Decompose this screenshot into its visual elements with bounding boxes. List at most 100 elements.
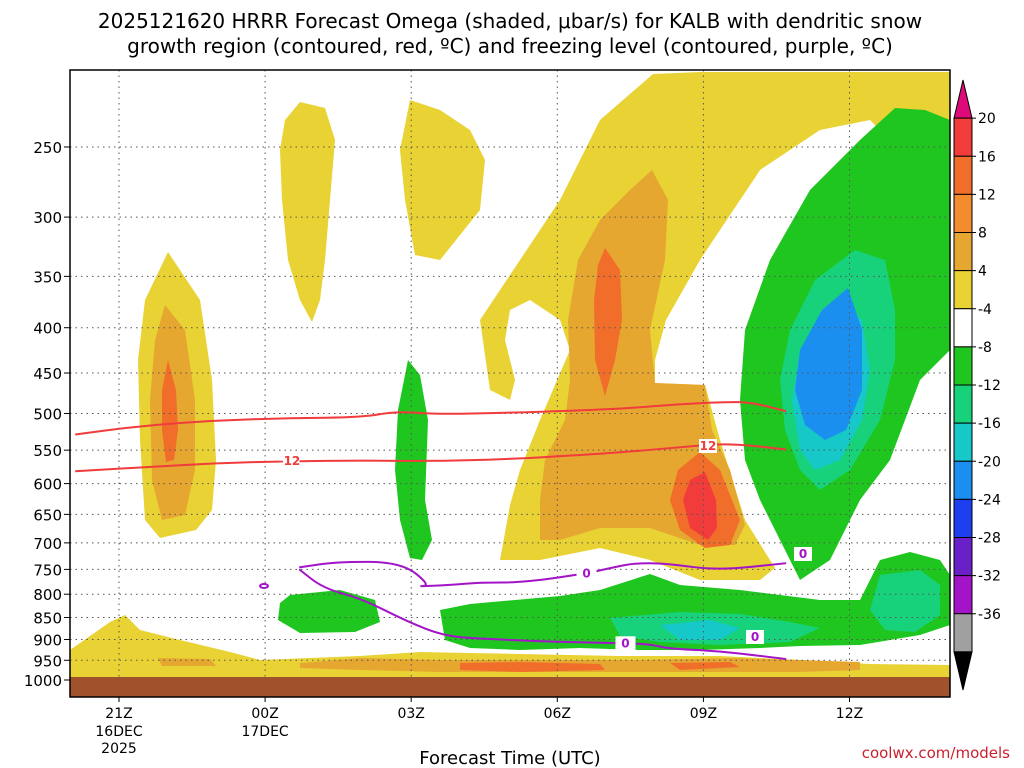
colorbar-label: 16: [978, 149, 996, 165]
colorbar-label: -20: [978, 454, 1001, 470]
omega-area-4-upper-right: [740, 72, 950, 200]
colorbar-label: -4: [978, 302, 992, 318]
plot-area: -12 0 0 12 0 0: [70, 70, 950, 697]
credit-text: coolwx.com/models: [862, 744, 1010, 762]
colorbar-segment: [953, 193, 973, 233]
y-tick-label: 400: [33, 320, 62, 338]
colorbar-label: 8: [978, 226, 987, 242]
colorbar-segment: [953, 384, 973, 424]
y-tick-label: 800: [33, 586, 62, 604]
colorbar-segment: [953, 346, 973, 386]
colorbar-segment: [953, 498, 973, 538]
omega-area-12-sfc2: [670, 662, 740, 670]
contour-label-bg: [615, 636, 636, 651]
plot-frame: [69, 69, 951, 698]
colorbar-label: -8: [978, 340, 992, 356]
contour-label-bg: [746, 630, 764, 644]
x-tick-label: 03Z: [397, 706, 424, 722]
x-axis-label: Forecast Time (UTC): [419, 748, 600, 768]
colorbar-segment: [953, 613, 973, 653]
y-tick-label: 700: [33, 535, 62, 553]
colorbar-segment: [953, 155, 973, 195]
contour-label-bg: [576, 566, 597, 581]
contour-line-0: [75, 401, 787, 436]
colorbar-label: -28: [978, 531, 1001, 547]
colorbar-label: -36: [978, 607, 1001, 623]
colorbar: 20 16 12 8 4 -4 -8 -12 -16 -20 -24 -28 -32 -36: [953, 79, 1001, 691]
y-tick-label: 300: [33, 209, 62, 227]
contour-line-2: [299, 560, 787, 588]
colorbar-segment: [953, 537, 973, 577]
y-tick-label: 250: [33, 139, 62, 157]
y-tick-label: 900: [33, 631, 62, 649]
omega-area-neg4-01z: [278, 590, 380, 633]
contour-label: 0: [751, 630, 759, 644]
omega-area-4-col00z: [280, 102, 335, 322]
x-tick-label: 09Z: [690, 706, 717, 722]
colorbar-label: -16: [978, 416, 1001, 432]
colorbar-label: -32: [978, 569, 1001, 585]
x-tick-sublabel-year: 2025: [101, 741, 137, 757]
contour-lines: -12 0 0 12 0 0: [75, 401, 812, 661]
colorbar-label: 12: [978, 187, 996, 203]
colorbar-bottom-triangle: [953, 651, 973, 691]
colorbar-label: -24: [978, 492, 1001, 508]
colorbar-segment: [953, 460, 973, 500]
y-tick-label: 550: [33, 442, 62, 460]
x-tick-label: 21Z: [105, 706, 132, 722]
contour-label: 12: [700, 439, 717, 453]
omega-area-neg16-right: [795, 288, 862, 440]
colorbar-segment: [953, 575, 973, 615]
omega-area-8-sfc-left: [158, 658, 216, 666]
colorbar-segment: [953, 422, 973, 462]
contour-label: 0: [621, 636, 629, 650]
contour-line-3: [298, 568, 787, 661]
x-tick-label: 00Z: [251, 706, 278, 722]
freezing-level-small-closed-contour: [259, 583, 269, 589]
omega-shading-positive: [70, 72, 950, 680]
x-tick-sublabel-date: 17DEC: [241, 724, 288, 740]
omega-area-12-22z: [162, 360, 178, 462]
x-tick-label: 06Z: [544, 706, 571, 722]
omega-area-neg12-low: [660, 620, 740, 640]
contour-label: 0: [582, 566, 590, 580]
y-tick-label: 650: [33, 506, 62, 524]
omega-shading-negative: [278, 108, 950, 650]
chart-title-line2: growth region (contoured, red, ºC) and f…: [127, 34, 893, 58]
y-tick-label: 850: [33, 610, 62, 628]
y-tick-label: 450: [33, 365, 62, 383]
contour-label-bg: [794, 547, 812, 561]
x-tick-sublabel-date: 16DEC: [95, 724, 142, 740]
colorbar-label: 4: [978, 264, 987, 280]
y-tick-label: 750: [33, 561, 62, 579]
contour-label: 0: [799, 547, 807, 561]
omega-area-16-09z: [683, 472, 717, 540]
y-tick-label: 600: [33, 476, 62, 494]
colorbar-segment: [953, 232, 973, 272]
contour-label: -12: [279, 454, 301, 468]
omega-area-neg8-low-right: [870, 570, 940, 632]
contour-label-bg: [279, 454, 300, 469]
y-tick-label: 950: [33, 652, 62, 670]
colorbar-label: 20: [978, 111, 996, 127]
ground-terrain: [70, 677, 950, 697]
y-tick-label: 350: [33, 268, 62, 286]
colorbar-label: -12: [978, 378, 1001, 394]
x-tick-label: 12Z: [836, 706, 863, 722]
omega-area-4-col03z: [400, 100, 485, 260]
omega-area-neg4-low: [440, 552, 950, 650]
colorbar-segment: [953, 117, 973, 157]
y-tick-label: 1000: [24, 672, 62, 690]
y-tick-label: 500: [33, 406, 62, 424]
contour-line-1: [75, 443, 787, 473]
colorbar-segment: [953, 270, 973, 310]
chart-title-line1: 2025121620 HRRR Forecast Omega (shaded, …: [98, 9, 922, 33]
colorbar-segment: [953, 308, 973, 348]
omega-area-8-upper: [540, 170, 745, 545]
omega-area-12-07z: [594, 248, 622, 396]
colorbar-top-triangle: [953, 79, 973, 119]
y-axis-ticks: 250 300 350 400 450 500 550 600 650 700 750 800 850 9…: [24, 139, 70, 690]
omega-area-12-sfc: [460, 662, 605, 672]
